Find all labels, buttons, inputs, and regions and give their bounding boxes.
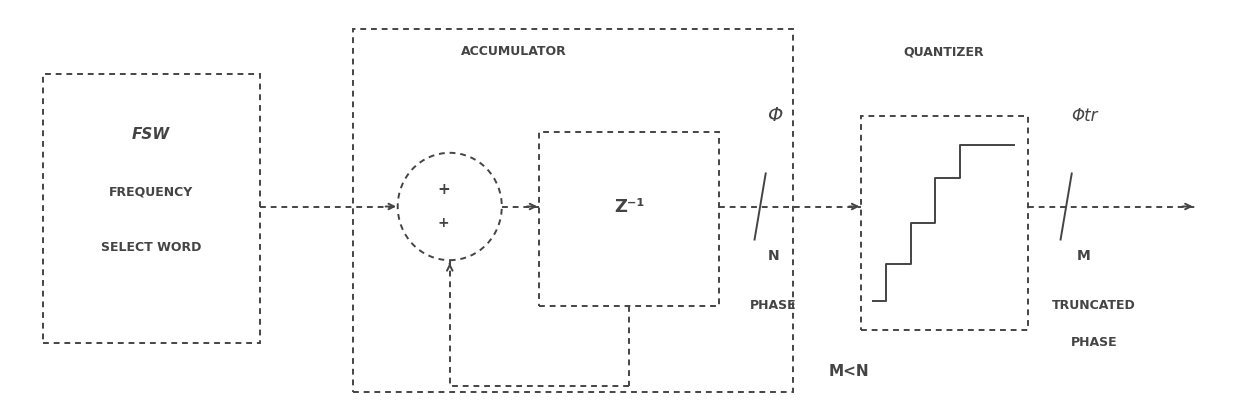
Text: +: + xyxy=(437,183,450,197)
Bar xyxy=(861,116,1028,330)
Text: Φtr: Φtr xyxy=(1070,107,1098,125)
Text: M: M xyxy=(1077,249,1092,263)
Text: PHASE: PHASE xyxy=(1070,336,1118,349)
Text: Φ: Φ xyxy=(767,106,782,125)
Text: FREQUENCY: FREQUENCY xyxy=(109,185,193,199)
Bar xyxy=(43,74,260,343)
Text: M<N: M<N xyxy=(829,364,869,379)
Text: QUANTIZER: QUANTIZER xyxy=(903,45,985,58)
Text: ACCUMULATOR: ACCUMULATOR xyxy=(461,45,567,58)
Text: +: + xyxy=(437,216,450,230)
Text: FSW: FSW xyxy=(133,127,170,142)
Text: SELECT WORD: SELECT WORD xyxy=(100,241,202,254)
Bar xyxy=(353,29,793,392)
Text: Z⁻¹: Z⁻¹ xyxy=(615,197,644,216)
Bar xyxy=(539,132,719,306)
Text: TRUNCATED: TRUNCATED xyxy=(1052,299,1136,312)
Text: PHASE: PHASE xyxy=(750,299,797,312)
Text: N: N xyxy=(767,249,779,263)
